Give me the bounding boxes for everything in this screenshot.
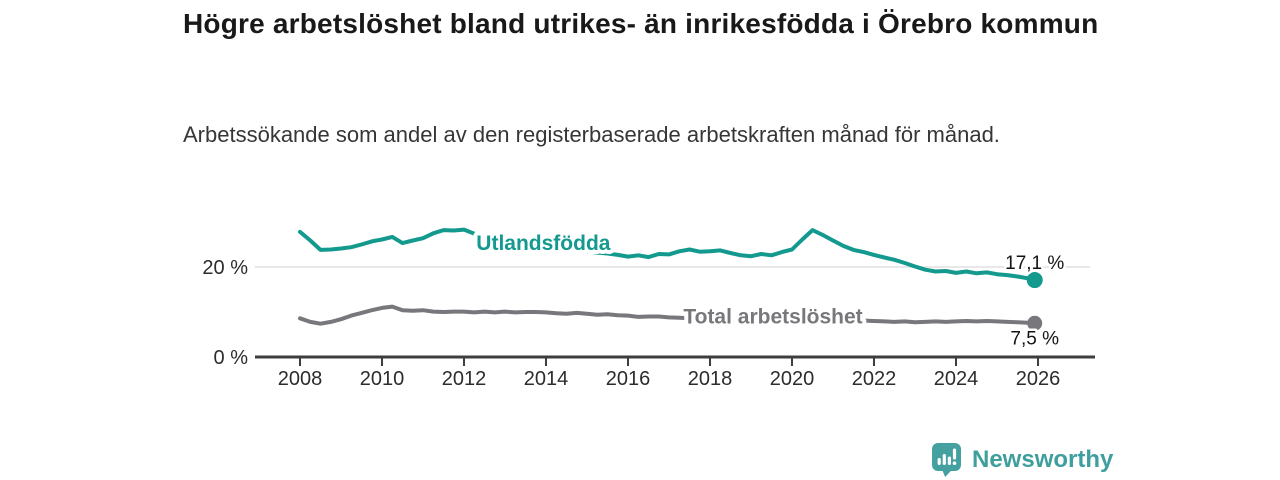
end-value-label-0: 17,1 % [1005,253,1064,274]
x-tick-label: 2018 [688,368,733,390]
end-dot-1 [1027,315,1043,331]
newsworthy-bubble-chart-icon [932,443,961,477]
x-tick-label: 2016 [606,368,651,390]
brand-name: Newsworthy [972,446,1114,473]
y-tick-label: 0 % [214,347,249,369]
chart-subtitle: Arbetssökande som andel av den registerb… [183,122,1000,147]
line-chart: 2008 2010 2012 2014 2016 2018 2020 2022 2024 2026… [200,205,1100,400]
series-line-1 [298,304,1037,326]
x-tick-label: 2022 [852,368,897,390]
series-label-0: Utlandsfödda [476,232,610,255]
series-line-0 [298,227,1037,282]
chart-canvas: 2008 2010 2012 2014 2016 2018 2020 2022 2024 2026… [202,227,1095,390]
x-tick-label: 2024 [934,368,979,390]
x-tick-label: 2026 [1016,368,1061,390]
series-label-1: Total arbetslöshet [683,305,862,328]
y-tick-label: 20 % [202,257,248,279]
x-tick-label: 2010 [360,368,405,390]
x-tick-label: 2012 [442,368,487,390]
page-title: Högre arbetslöshet bland utrikes- än inr… [183,8,1099,39]
x-tick-label: 2014 [524,368,569,390]
x-tick-label: 2020 [770,368,815,390]
end-value-label-1: 7,5 % [1010,328,1059,349]
x-tick-label: 2008 [278,368,323,390]
end-dot-0 [1026,272,1043,289]
newsworthy-logo[interactable]: Newsworthy [932,443,1113,477]
